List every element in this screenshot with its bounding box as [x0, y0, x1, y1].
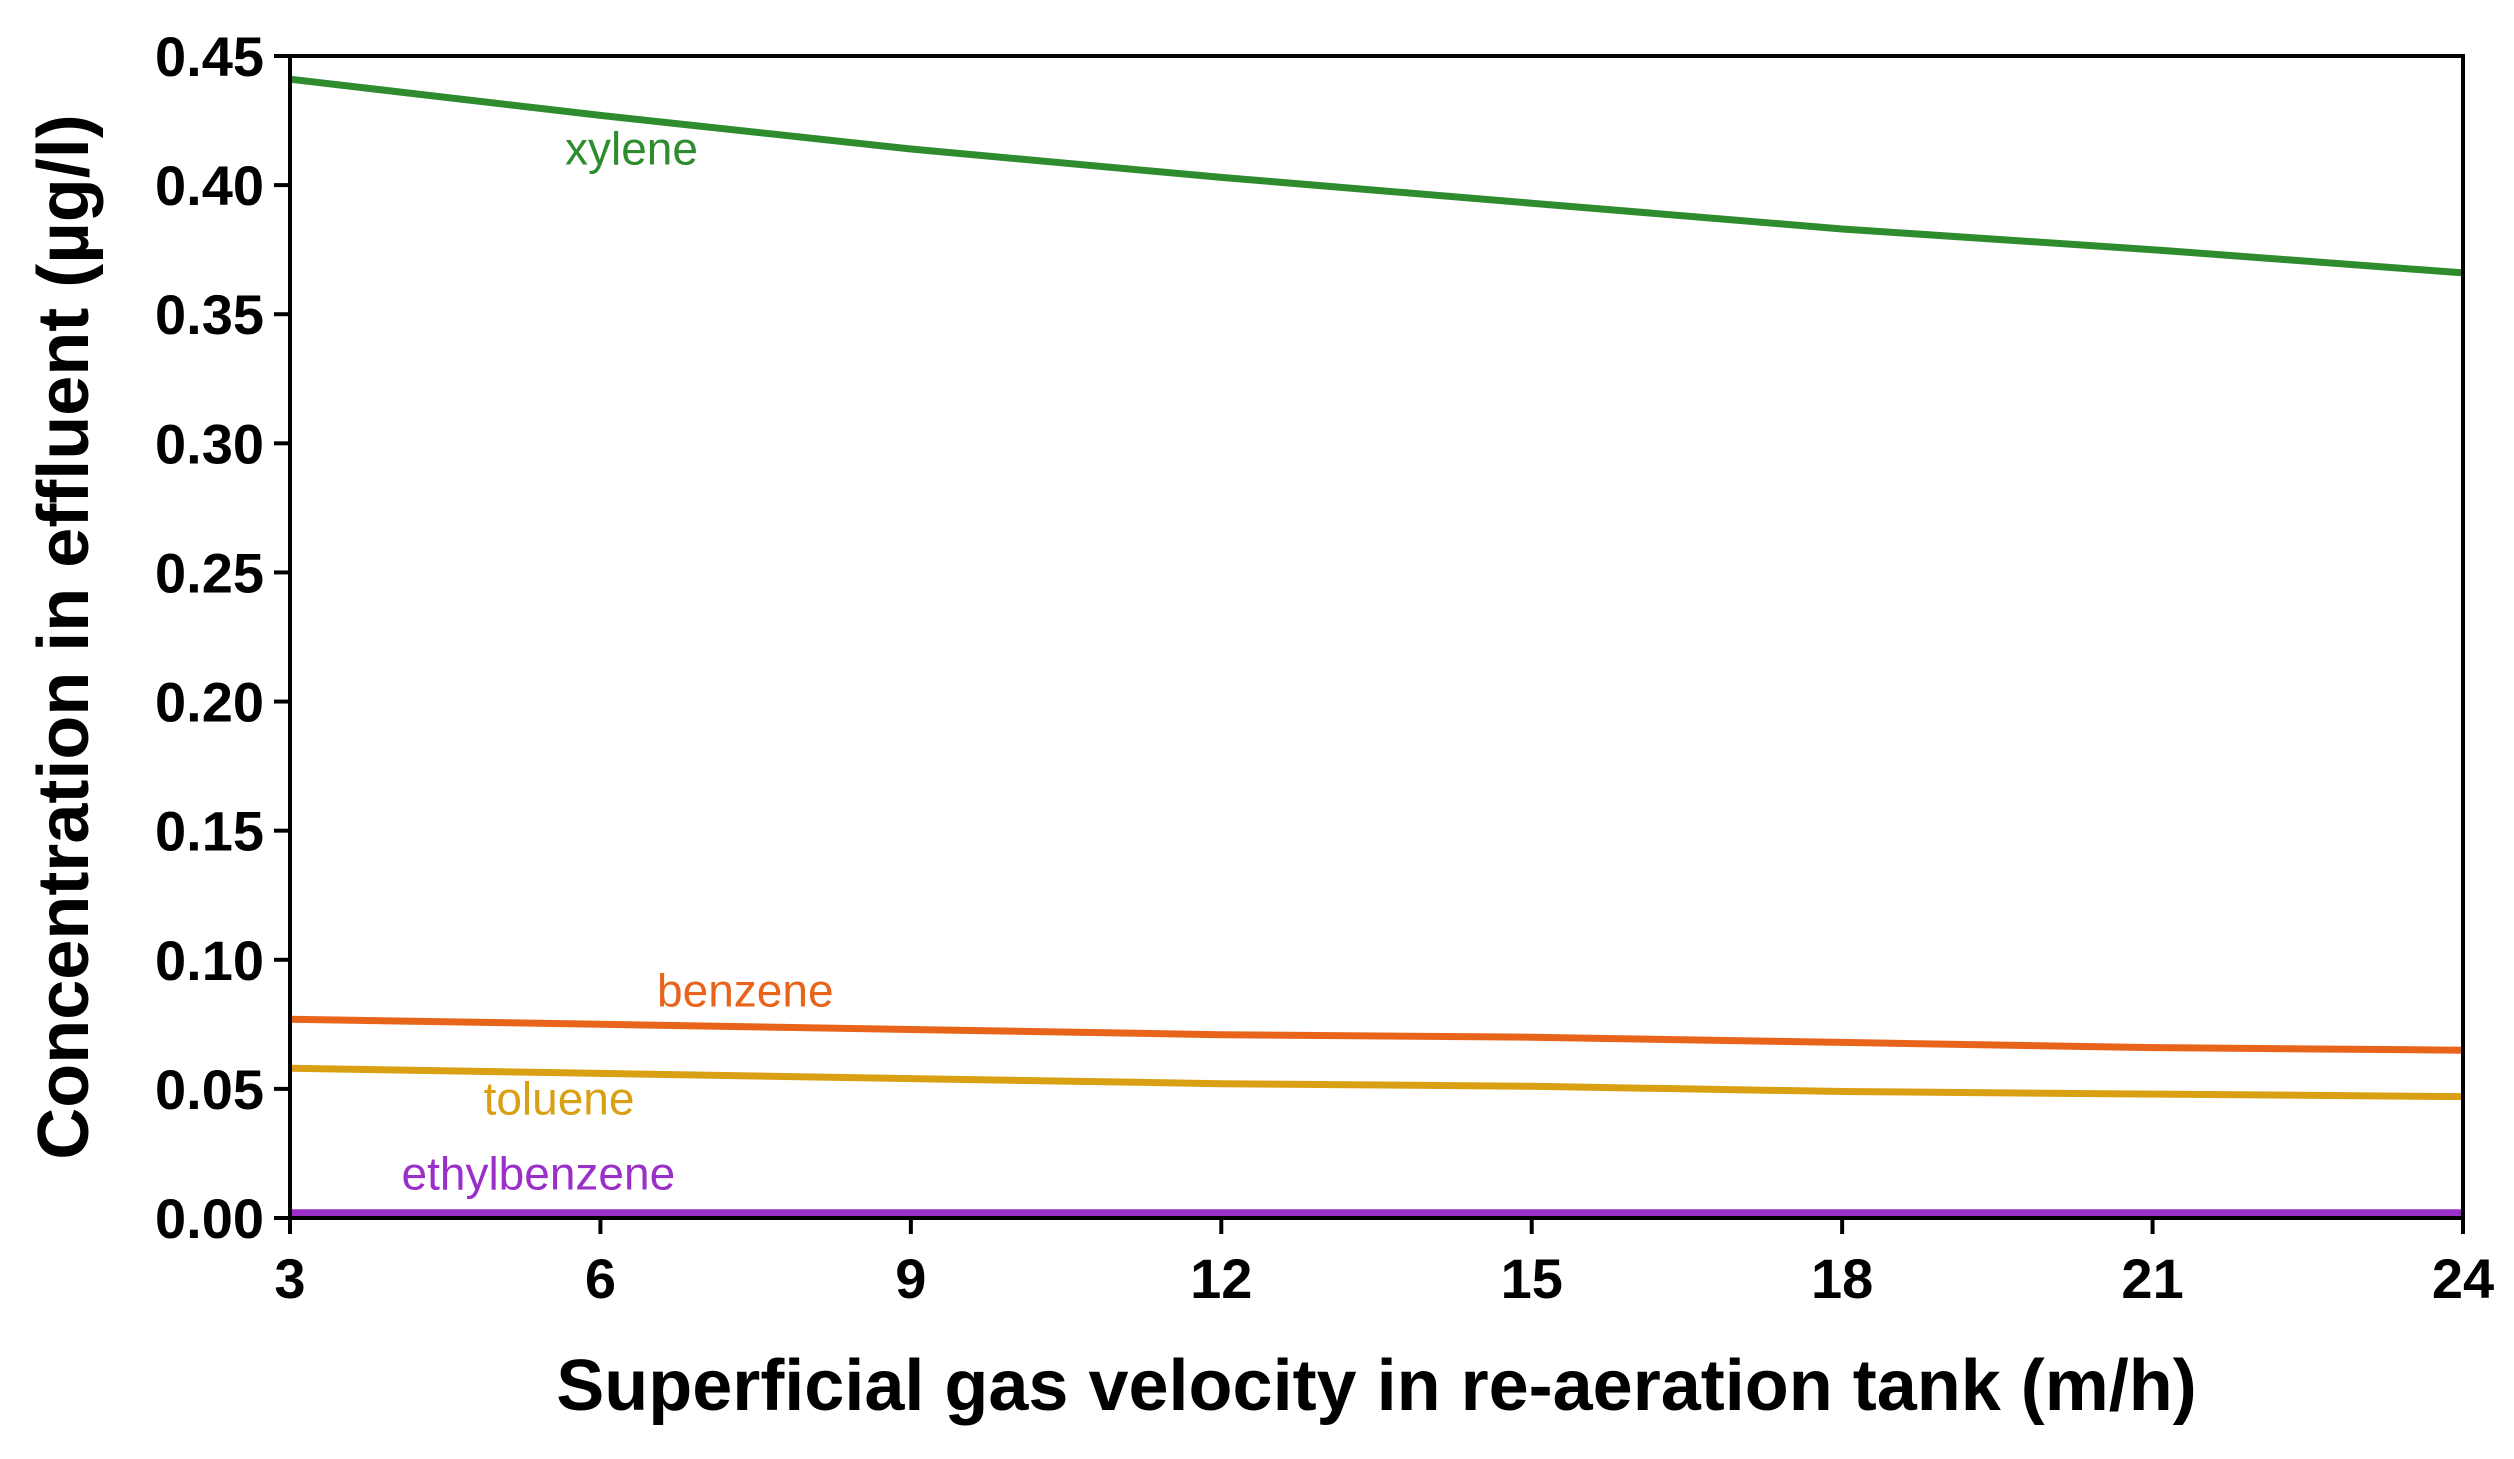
series-label-benzene: benzene — [657, 964, 834, 1016]
y-tick-label: 0.30 — [155, 412, 264, 475]
series-labels: xylene benzene toluene ethylbenzene — [402, 122, 834, 1199]
x-tick-label: 3 — [274, 1247, 305, 1310]
y-axis: 0.00 0.05 0.10 0.15 0.20 0.25 0.30 0.35 0.40 0.45 — [155, 25, 290, 1250]
y-tick-label: 0.25 — [155, 541, 264, 604]
y-tick-label: 0.45 — [155, 25, 264, 88]
series-line-benzene — [289, 1015, 2464, 1054]
series-label-toluene: toluene — [484, 1073, 635, 1125]
y-tick-label: 0.05 — [155, 1058, 264, 1121]
x-tick-label: 6 — [585, 1247, 616, 1310]
y-tick-label: 0.00 — [155, 1187, 264, 1250]
x-tick-label: 12 — [1190, 1247, 1252, 1310]
series-line-xylene — [289, 75, 2464, 277]
y-tick-label: 0.20 — [155, 671, 264, 734]
y-tick-label: 0.15 — [155, 800, 264, 863]
x-tick-label: 18 — [1811, 1247, 1873, 1310]
x-axis: 3 6 9 12 15 18 21 24 — [274, 1218, 2494, 1310]
x-tick-label: 9 — [895, 1247, 926, 1310]
x-tick-label: 15 — [1501, 1247, 1563, 1310]
series-label-xylene: xylene — [565, 122, 698, 174]
series-layer — [289, 75, 2464, 1217]
series-label-ethylbenzene: ethylbenzene — [402, 1148, 676, 1200]
y-axis-title: Concentration in effluent (µg/l) — [24, 114, 104, 1159]
plot-area-frame — [288, 54, 2465, 1220]
y-tick-label: 0.10 — [155, 929, 264, 992]
y-tick-label: 0.35 — [155, 283, 264, 346]
x-axis-title: Superficial gas velocity in re-aeration … — [556, 1346, 2196, 1426]
x-tick-label: 24 — [2432, 1247, 2494, 1310]
series-line-toluene — [289, 1064, 2464, 1101]
x-tick-label: 21 — [2121, 1247, 2183, 1310]
y-tick-label: 0.40 — [155, 154, 264, 217]
